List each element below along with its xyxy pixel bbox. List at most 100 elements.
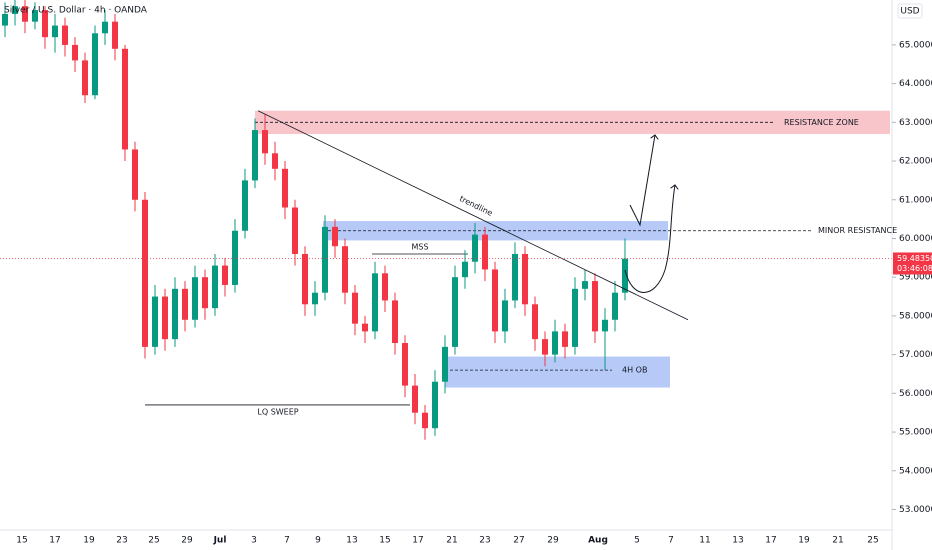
candle-body (62, 25, 68, 45)
price-tick-label: 54.00000 (899, 466, 932, 476)
candle-body (332, 226, 338, 247)
candle-body (462, 261, 468, 278)
candle-body (362, 323, 368, 332)
zone (445, 356, 670, 388)
last-price-label: 59.48350 (897, 254, 932, 263)
price-tick-label: 63.00000 (899, 118, 932, 128)
last-price-box (893, 252, 932, 275)
time-tick-label: 29 (181, 536, 193, 546)
candle-body (602, 319, 608, 332)
time-tick-label: 21 (446, 536, 457, 546)
candle-body (252, 130, 258, 181)
time-tick-label: 7 (668, 536, 674, 546)
time-tick-label: 17 (412, 536, 423, 546)
candle-body (132, 149, 138, 200)
candle-body (482, 234, 488, 270)
candle-body (122, 48, 128, 150)
currency-box (897, 3, 923, 19)
price-tick-label: 61.00000 (899, 195, 932, 205)
time-tick-label: 5 (634, 536, 640, 546)
price-tick-label: 59.00000 (899, 273, 932, 283)
candle-body (242, 180, 248, 231)
time-tick-label: 21 (832, 536, 843, 546)
time-tick-label: Jul (213, 536, 227, 546)
candle-body (112, 21, 118, 49)
price-tick-label: 65.00000 (899, 40, 932, 50)
time-tick-label: 25 (867, 536, 878, 546)
time-tick-label: 17 (49, 536, 60, 546)
candle-body (412, 385, 418, 413)
candle-body (432, 381, 438, 429)
candle-body (532, 304, 538, 340)
candle-body (402, 343, 408, 386)
candle-body (572, 288, 578, 347)
candle-body (12, 6, 18, 14)
candle-body (22, 6, 28, 22)
time-tick-label: 13 (732, 536, 743, 546)
candle-body (592, 281, 598, 332)
price-tick-label: 53.00000 (899, 505, 932, 515)
time-tick-label: Aug (588, 536, 608, 546)
candle-body (552, 331, 558, 355)
candle-body (442, 346, 448, 382)
candle-body (92, 33, 98, 96)
candle-body (182, 288, 188, 320)
candle-body (622, 258, 628, 293)
candle-body (312, 292, 318, 305)
candle-body (582, 281, 588, 289)
zone-label: RESISTANCE ZONE (784, 118, 859, 127)
candle-body (52, 25, 58, 38)
candle-body (342, 246, 348, 293)
candle-body (222, 265, 228, 285)
candle-body (302, 253, 308, 305)
candle-body (422, 412, 428, 429)
candle-body (282, 168, 288, 208)
candle-body (472, 234, 478, 262)
zone-label: 4H OB (622, 366, 647, 375)
candle-body (172, 288, 178, 340)
candle-body (542, 339, 548, 355)
candle-body (322, 226, 328, 293)
candle-body (512, 253, 518, 301)
candle-body (82, 60, 88, 96)
candle-body (212, 265, 218, 309)
price-tick-label: 62.00000 (899, 157, 932, 167)
time-tick-label: 23 (116, 536, 127, 546)
trendline (257, 110, 689, 321)
projection-arrow (624, 185, 675, 293)
candle-body (612, 292, 618, 320)
price-tick-label: 56.00000 (899, 389, 932, 399)
time-tick-label: 7 (284, 536, 290, 546)
time-tick-label: 9 (315, 536, 321, 546)
plot-area (0, 0, 892, 440)
candle-body (162, 296, 168, 340)
time-tick-label: 13 (346, 536, 357, 546)
time-tick-label: 17 (765, 536, 776, 546)
candle-body (502, 300, 508, 332)
time-tick-label: 27 (513, 536, 524, 546)
candle-body (352, 292, 358, 324)
candle-body (562, 331, 568, 347)
countdown: 03:46:08 (897, 264, 932, 273)
candle-body (2, 13, 8, 26)
zone-label: MINOR RESISTANCE (818, 226, 897, 235)
candle-body (152, 296, 158, 347)
candle-body (382, 273, 388, 301)
time-tick-label: 19 (798, 536, 810, 546)
time-tick-label: 23 (479, 536, 490, 546)
candle-body (32, 10, 38, 22)
candle-body (102, 21, 108, 34)
currency: USD (900, 7, 919, 17)
candle-body (272, 153, 278, 169)
time-tick-label: 15 (16, 536, 27, 546)
price-tick-label: 60.00000 (899, 234, 932, 244)
candle-body (262, 130, 268, 154)
level-label: LQ SWEEP (257, 407, 298, 416)
candle-body (522, 253, 528, 305)
candle-body (452, 277, 458, 347)
time-tick-label: 19 (83, 536, 95, 546)
time-tick-label: 11 (699, 536, 710, 546)
candle-body (232, 230, 238, 285)
price-tick-label: 57.00000 (899, 350, 932, 360)
